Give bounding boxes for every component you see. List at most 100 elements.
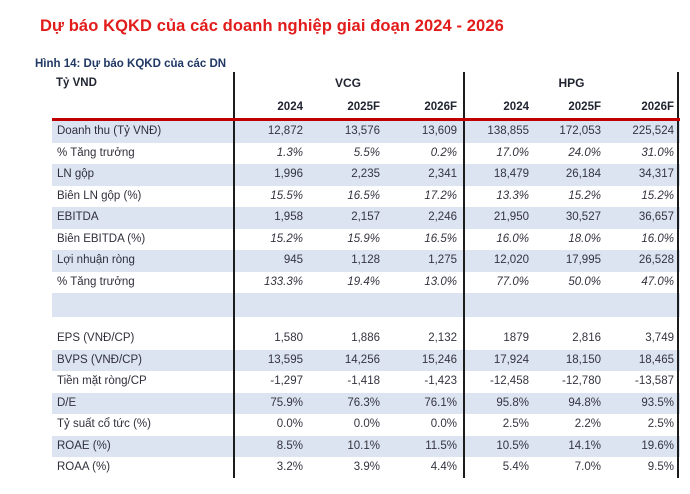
cell-value: 17.0% [496,146,529,159]
cell-value [535,317,607,328]
cell-value: -13,587 [634,375,674,387]
cell-value: 50.0% [568,275,601,288]
table-row: % Tăng trưởng 133.3% 19.4% 13.0% 77.0% 50.0% 4… [52,272,680,294]
header-rule [52,118,680,121]
cell-value: 75.9% [270,396,303,409]
cell-value: 16.5% [347,189,380,202]
row-label: Tiền mặt ròng/CP [57,375,147,387]
year-header: 2025F [347,101,380,113]
table-row: Tỷ suất cổ tức (%) 0.0% 0.0% 0.0% 2.5% 2.2% 2.… [52,414,680,436]
cell-value [309,293,386,317]
cell-value: 15,246 [421,353,457,366]
cell-value: 17,995 [565,254,601,266]
cell-value: 1,275 [428,254,457,266]
cell-value [535,293,607,317]
cell-value: -1,297 [270,375,303,387]
cell-value: 2,132 [428,332,457,344]
row-label: ROAE (%) [57,439,111,452]
table-row: ROAA (%) 3.2% 3.9% 4.4% 5.4% 7.0% 9.5% [52,457,680,479]
table-row: Tiền mặt ròng/CP -1,297 -1,418 -1,423 -12,45… [52,371,680,393]
report-page: Dự báo KQKD của các doanh nghiệp giai đo… [0,17,690,494]
cell-value: 2,235 [351,168,380,180]
cell-value: 2,157 [351,211,380,223]
year-header: 2026F [641,101,674,113]
cell-value: 5.5% [353,146,380,159]
table-spacer-row [52,293,680,317]
cell-value: 18.0% [568,232,601,245]
row-label: EBITDA [57,211,99,223]
cell-value [463,293,535,317]
cell-value: 77.0% [496,275,529,288]
table-row: ROAE (%) 8.5% 10.1% 11.5% 10.5% 14.1% 19.6% [52,435,680,457]
cell-value: 1879 [503,332,529,344]
cell-value: 19.6% [641,439,674,452]
forecast-table: Tỷ VND VCG HPG 2024 2025F 2026F 2024 202… [52,72,680,479]
cell-value: 17.2% [424,189,457,202]
cell-value [309,317,386,328]
cell-value: 138,855 [487,125,529,137]
cell-value: 2.5% [502,418,529,430]
cell-value [463,317,535,328]
table-spacer-row [52,317,680,328]
cell-value: 13,595 [267,353,303,366]
cell-value: 13,609 [421,125,457,137]
cell-value: 3,749 [645,332,674,344]
row-label [52,317,233,328]
year-header: 2025F [568,101,601,113]
cell-value: 18,465 [638,353,674,366]
cell-value: 3.2% [276,461,303,473]
cell-value: 133.3% [263,275,303,288]
cell-value: 945 [283,254,303,266]
cell-value: 1,886 [351,332,380,344]
cell-value: 19.4% [347,275,380,288]
cell-value: 10.5% [496,439,529,452]
cell-value [233,293,309,317]
row-label: D/E [57,396,77,409]
page-title: Dự báo KQKD của các doanh nghiệp giai đo… [40,17,504,35]
table-row: D/E 75.9% 76.3% 76.1% 95.8% 94.8% 93.5% [52,392,680,414]
cell-value: 15.9% [347,232,380,245]
table-row: EPS (VNĐ/CP) 1,580 1,886 2,132 1879 2,816 3,74… [52,328,680,350]
cell-value: 12,872 [267,125,303,137]
cell-value: 0.0% [353,418,380,430]
cell-value: 3.9% [353,461,380,473]
row-label: Lợi nhuận ròng [57,254,135,266]
cell-value: 21,950 [493,211,529,223]
cell-value [607,317,680,328]
cell-value: 47.0% [641,275,674,288]
row-label: % Tăng trưởng [57,275,135,288]
table-body: Doanh thu (Tỷ VNĐ) 12,872 13,576 13,609 138,… [52,121,680,479]
cell-value: 16.0% [641,232,674,245]
cell-value: 225,524 [632,125,674,137]
cell-value: 1.3% [276,146,303,159]
row-label: Biên EBITDA (%) [57,232,146,245]
year-header: 2024 [503,101,529,113]
cell-value: 13,576 [344,125,380,137]
row-label: Tỷ suất cổ tức (%) [57,418,151,430]
cell-value: 26,184 [565,168,601,180]
cell-value: 95.8% [496,396,529,409]
cell-value: 1,958 [274,211,303,223]
cell-value: 30,527 [565,211,601,223]
cell-value: 0.2% [430,146,457,159]
cell-value [386,317,463,328]
cell-value: 24.0% [568,146,601,159]
cell-value: 26,528 [638,254,674,266]
cell-value: 76.1% [424,396,457,409]
table-row: Biên LN gộp (%) 15.5% 16.5% 17.2% 13.3% 15.2%… [52,186,680,208]
cell-value: 15.2% [641,189,674,202]
table-row: Biên EBITDA (%) 15.2% 15.9% 16.5% 16.0% 18.0%… [52,229,680,251]
cell-value: 4.4% [430,461,457,473]
cell-value: 93.5% [641,396,674,409]
year-header: 2026F [424,101,457,113]
cell-value: 76.3% [347,396,380,409]
column-divider-right [677,72,679,478]
group-header-vcg: VCG [334,76,361,90]
figure-caption: Hình 14: Dự báo KQKD của các DN [35,58,227,70]
cell-value: 2.2% [574,418,601,430]
group-header-hpg: HPG [558,76,585,90]
cell-value: 12,020 [493,254,529,266]
year-header: 2024 [277,101,303,113]
row-label [52,293,233,317]
row-label: BVPS (VNĐ/CP) [57,353,142,366]
